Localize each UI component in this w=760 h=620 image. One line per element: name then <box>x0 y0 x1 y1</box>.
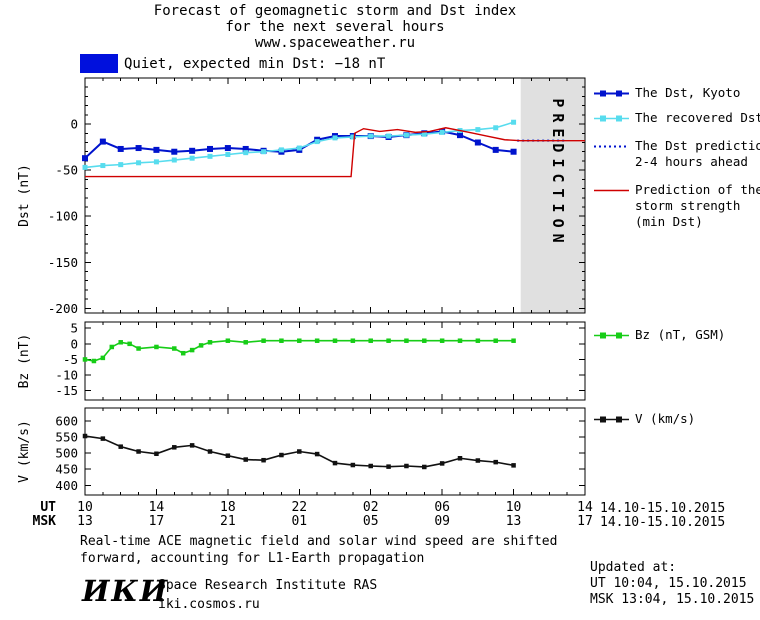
svg-text:0: 0 <box>70 336 78 351</box>
legend-label: Bz (nT, GSM) <box>635 327 726 342</box>
svg-text:13: 13 <box>77 514 93 529</box>
svg-text:09: 09 <box>434 514 450 529</box>
svg-text:0: 0 <box>70 117 78 132</box>
legend-label: The recovered Dst <box>635 110 760 125</box>
svg-text:-5: -5 <box>63 352 78 367</box>
svg-text:500: 500 <box>55 446 78 461</box>
legend-item-dst-prediction: The Dst prediction 2-4 hours ahead <box>593 138 760 170</box>
legend-item-v: V (km/s) <box>593 411 695 427</box>
svg-text:14: 14 <box>149 500 165 515</box>
svg-text:-150: -150 <box>48 255 78 270</box>
svg-text:400: 400 <box>55 478 78 493</box>
legend-item-dst-kyoto: The Dst, Kyoto <box>593 85 740 101</box>
v-marker-icon <box>594 416 629 423</box>
svg-text:21: 21 <box>220 514 236 529</box>
footer-note: Real-time ACE magnetic field and solar w… <box>80 533 557 567</box>
svg-text:22: 22 <box>291 500 307 515</box>
svg-text:05: 05 <box>363 514 379 529</box>
svg-text:17: 17 <box>149 514 165 529</box>
svg-text:-200: -200 <box>48 301 78 316</box>
legend-label: (min Dst) <box>635 214 703 229</box>
title-line-1: Forecast of geomagnetic storm and Dst in… <box>153 3 517 19</box>
legend-label: storm strength <box>635 198 741 213</box>
legend-item-recovered-dst: The recovered Dst <box>593 110 760 126</box>
svg-text:PREDICTION: PREDICTION <box>549 98 567 248</box>
storm-strength-marker-icon <box>594 189 629 192</box>
title-line-2: for the next several hours <box>225 19 445 35</box>
svg-text:14: 14 <box>577 500 593 515</box>
spaceweather-link[interactable]: www.spaceweather.ru <box>254 35 416 51</box>
svg-text:18: 18 <box>220 500 236 515</box>
bz-marker-icon <box>594 332 629 339</box>
legend-label: 2-4 hours ahead <box>635 154 748 169</box>
svg-text:V (km/s): V (km/s) <box>17 420 32 483</box>
footer-line-1: Real-time ACE magnetic field and solar w… <box>80 534 558 549</box>
legend-label: The Dst prediction <box>635 138 760 153</box>
legend-item-bz: Bz (nT, GSM) <box>593 327 725 343</box>
legend-label: Prediction of the <box>635 182 760 197</box>
svg-text:Dst (nT): Dst (nT) <box>17 164 32 227</box>
svg-text:UT: UT <box>40 500 56 515</box>
svg-text:10: 10 <box>506 500 522 515</box>
svg-text:01: 01 <box>291 514 307 529</box>
recovered-dst-marker-icon <box>594 115 629 122</box>
updated-block: Updated at: UT 10:04, 15.10.2015 MSK 13:… <box>590 560 754 608</box>
svg-text:02: 02 <box>363 500 379 515</box>
iki-logo: ИКИ <box>82 574 170 608</box>
svg-text:-15: -15 <box>55 383 78 398</box>
svg-text:17: 17 <box>577 514 593 529</box>
svg-text:10: 10 <box>77 500 93 515</box>
footer-line-2: forward, accounting for L1-Earth propaga… <box>80 551 425 566</box>
svg-text:06: 06 <box>434 500 450 515</box>
bz-chart: 50-5-10-15 Bz (nT) <box>17 321 586 401</box>
storm-level-swatch <box>80 54 118 73</box>
legend-label: V (km/s) <box>635 411 696 426</box>
axis-date-msk: 14.10-15.10.2015 <box>600 515 726 530</box>
updated-msk: MSK 13:04, 15.10.2015 <box>590 592 755 607</box>
svg-text:-10: -10 <box>55 368 78 383</box>
svg-text:550: 550 <box>55 430 78 445</box>
legend-item-storm-strength: Prediction of the storm strength (min Ds… <box>593 182 760 230</box>
svg-text:Bz (nT): Bz (nT) <box>17 334 32 389</box>
institute-site-link[interactable]: iki.cosmos.ru <box>158 597 260 612</box>
svg-text:13: 13 <box>506 514 522 529</box>
dst-prediction-marker-icon <box>594 145 629 148</box>
svg-text:450: 450 <box>55 462 78 477</box>
svg-text:600: 600 <box>55 413 78 428</box>
axis-date-ut: 14.10-15.10.2015 <box>600 501 726 516</box>
dst-chart: PREDICTION 0 -50 -100 -150 -200 Dst (nT) <box>17 77 586 316</box>
svg-text:-100: -100 <box>48 209 78 224</box>
storm-status-text: Quiet, expected min Dst: −18 nT <box>124 56 386 72</box>
legend-label: The Dst, Kyoto <box>635 85 741 100</box>
svg-text:5: 5 <box>70 321 78 336</box>
updated-ut: UT 10:04, 15.10.2015 <box>590 576 747 591</box>
svg-text:MSK: MSK <box>33 514 57 529</box>
page-title: Forecast of geomagnetic storm and Dst in… <box>10 3 660 51</box>
institute-name: Space Research Institute RAS <box>158 578 378 593</box>
dst-kyoto-marker-icon <box>594 90 629 97</box>
updated-heading: Updated at: <box>590 560 677 575</box>
svg-text:-50: -50 <box>55 163 78 178</box>
